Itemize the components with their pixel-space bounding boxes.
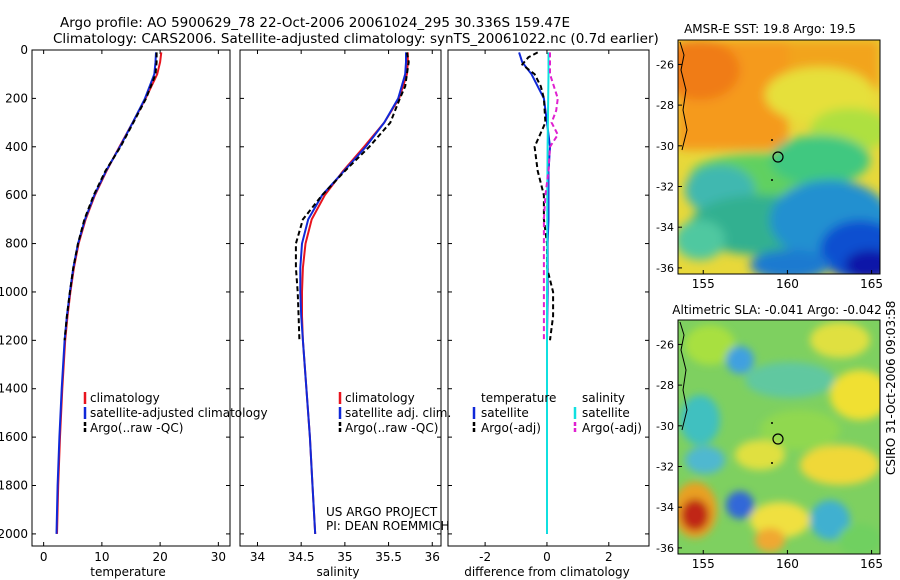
y-tick-label: 2000 bbox=[0, 527, 28, 541]
x-tick-label: 34.5 bbox=[288, 550, 315, 564]
legend-label-argo: Argo(..raw -QC) bbox=[345, 421, 438, 435]
map-y-tick-label: -36 bbox=[656, 262, 674, 275]
map-y-tick-label: -32 bbox=[656, 181, 674, 194]
sla-map-frame bbox=[677, 319, 881, 555]
y-tick-label: 1800 bbox=[0, 479, 28, 493]
series-line-satellite-adj-clim bbox=[299, 52, 407, 534]
series-line-climatology bbox=[301, 52, 409, 534]
legend-label-temp-argo: Argo(-adj) bbox=[481, 421, 541, 435]
x-tick-label: 35 bbox=[337, 550, 352, 564]
map-y-tick-label: -34 bbox=[656, 221, 674, 234]
argo-position-marker bbox=[772, 433, 784, 445]
legend-label-temp-satellite: satellite bbox=[481, 406, 529, 420]
x-tick-label: 20 bbox=[152, 550, 167, 564]
y-tick-label: 400 bbox=[5, 140, 28, 154]
legend-label-satellite: satellite-adjusted climatology bbox=[90, 406, 268, 420]
x-tick-label: 10 bbox=[94, 550, 109, 564]
series-line-salinity-argo-adj bbox=[542, 52, 559, 341]
map-y-tick-label: -36 bbox=[656, 542, 674, 555]
sst-map-frame bbox=[677, 39, 881, 275]
temperature-legend: climatology satellite-adjusted climatolo… bbox=[83, 391, 268, 435]
series-line-salinity-satellite bbox=[546, 52, 550, 534]
map-y-tick-label: -26 bbox=[656, 58, 674, 71]
credit-pi: PI: DEAN ROEMMICH bbox=[326, 519, 449, 533]
map-y-tick-label: -34 bbox=[656, 501, 674, 514]
legend-label-climatology: climatology bbox=[345, 391, 415, 405]
sst-heatmap bbox=[678, 40, 880, 274]
timestamp: CSIRO 31-Oct-2006 09:03:58 bbox=[884, 301, 898, 475]
temperature-panel-frame bbox=[31, 49, 231, 547]
map-x-tick-label: 155 bbox=[692, 277, 715, 291]
legend-header-salinity: salinity bbox=[582, 391, 625, 405]
y-tick-label: 1200 bbox=[0, 333, 28, 347]
x-tick-label: 0 bbox=[543, 550, 551, 564]
x-tick-label: 36 bbox=[425, 550, 440, 564]
salinity-legend: climatology satellite adj. clim. Argo(..… bbox=[338, 391, 451, 435]
legend-label-sal-satellite: satellite bbox=[582, 406, 630, 420]
map-y-tick-label: -28 bbox=[656, 379, 674, 392]
argo-position-marker bbox=[772, 151, 784, 163]
y-tick-label: 600 bbox=[5, 188, 28, 202]
map-y-tick-label: -26 bbox=[656, 338, 674, 351]
legend-label-sal-argo: Argo(-adj) bbox=[582, 421, 642, 435]
y-tick-label: 1400 bbox=[0, 382, 28, 396]
x-tick-label: -2 bbox=[479, 550, 491, 564]
y-tick-label: 0 bbox=[20, 43, 28, 57]
figure-title-line2: Climatology: CARS2006. Satellite-adjuste… bbox=[53, 31, 659, 47]
map-x-tick-label: 165 bbox=[860, 277, 883, 291]
y-tick-label: 800 bbox=[5, 237, 28, 251]
legend-header-temperature: temperature bbox=[481, 391, 556, 405]
sst-map-axes: 155 160 165 -26 -28 -30 -32 -34 -36 bbox=[656, 58, 883, 291]
y-tick-label: 1000 bbox=[0, 285, 28, 299]
figure-title-line1: Argo profile: AO 5900629_78 22-Oct-2006 … bbox=[60, 15, 570, 31]
difference-plot: -2 0 2 bbox=[448, 49, 649, 564]
legend-label-climatology: climatology bbox=[90, 391, 160, 405]
sla-map-title: Altimetric SLA: -0.041 Argo: -0.042 bbox=[672, 303, 881, 317]
map-y-tick-label: -32 bbox=[656, 461, 674, 474]
map-y-tick-label: -28 bbox=[656, 99, 674, 112]
map-x-tick-label: 160 bbox=[776, 277, 799, 291]
x-tick-label: 0 bbox=[40, 550, 48, 564]
series-line-argo-raw-qc bbox=[294, 52, 410, 341]
sst-map-title: AMSR-E SST: 19.8 Argo: 19.5 bbox=[684, 22, 856, 36]
legend-label-satellite: satellite adj. clim. bbox=[345, 406, 451, 420]
y-tick-label: 200 bbox=[5, 91, 28, 105]
legend-label-argo: Argo(..raw -QC) bbox=[90, 421, 183, 435]
series-line-satellite-adjusted-climatology bbox=[55, 52, 157, 534]
series-line-temperature-satellite bbox=[518, 52, 551, 534]
difference-legend: temperature satellite Argo(-adj) salinit… bbox=[472, 391, 642, 435]
map-y-tick-label: -30 bbox=[656, 140, 674, 153]
temperature-plot: 0 200 400 600 800 1000 1200 1400 1600 1800 2000 0 10… bbox=[0, 43, 230, 564]
temperature-xlabel: temperature bbox=[90, 565, 165, 579]
sla-heatmap bbox=[678, 320, 880, 554]
difference-xlabel: difference from climatology bbox=[464, 565, 630, 579]
credit-project: US ARGO PROJECT bbox=[326, 505, 438, 519]
map-x-tick-label: 155 bbox=[692, 557, 715, 571]
salinity-panel-frame bbox=[239, 49, 442, 547]
map-x-tick-label: 160 bbox=[776, 557, 799, 571]
series-line-argo-raw-qc bbox=[63, 52, 158, 341]
difference-panel-frame bbox=[447, 49, 650, 547]
map-x-tick-label: 165 bbox=[860, 557, 883, 571]
salinity-plot: 34 34.5 35 35.5 36 bbox=[240, 49, 441, 564]
x-tick-label: 35.5 bbox=[375, 550, 402, 564]
sla-map-axes: 155 160 165 -26 -28 -30 -32 -34 -36 bbox=[656, 338, 883, 571]
y-tick-label: 1600 bbox=[0, 430, 28, 444]
salinity-xlabel: salinity bbox=[316, 565, 359, 579]
series-line-climatology bbox=[56, 52, 163, 534]
x-tick-label: 30 bbox=[211, 550, 226, 564]
map-y-tick-label: -30 bbox=[656, 420, 674, 433]
x-tick-label: 2 bbox=[605, 550, 613, 564]
series-line-temperature-argo-adj bbox=[521, 51, 555, 341]
x-tick-label: 34 bbox=[250, 550, 265, 564]
